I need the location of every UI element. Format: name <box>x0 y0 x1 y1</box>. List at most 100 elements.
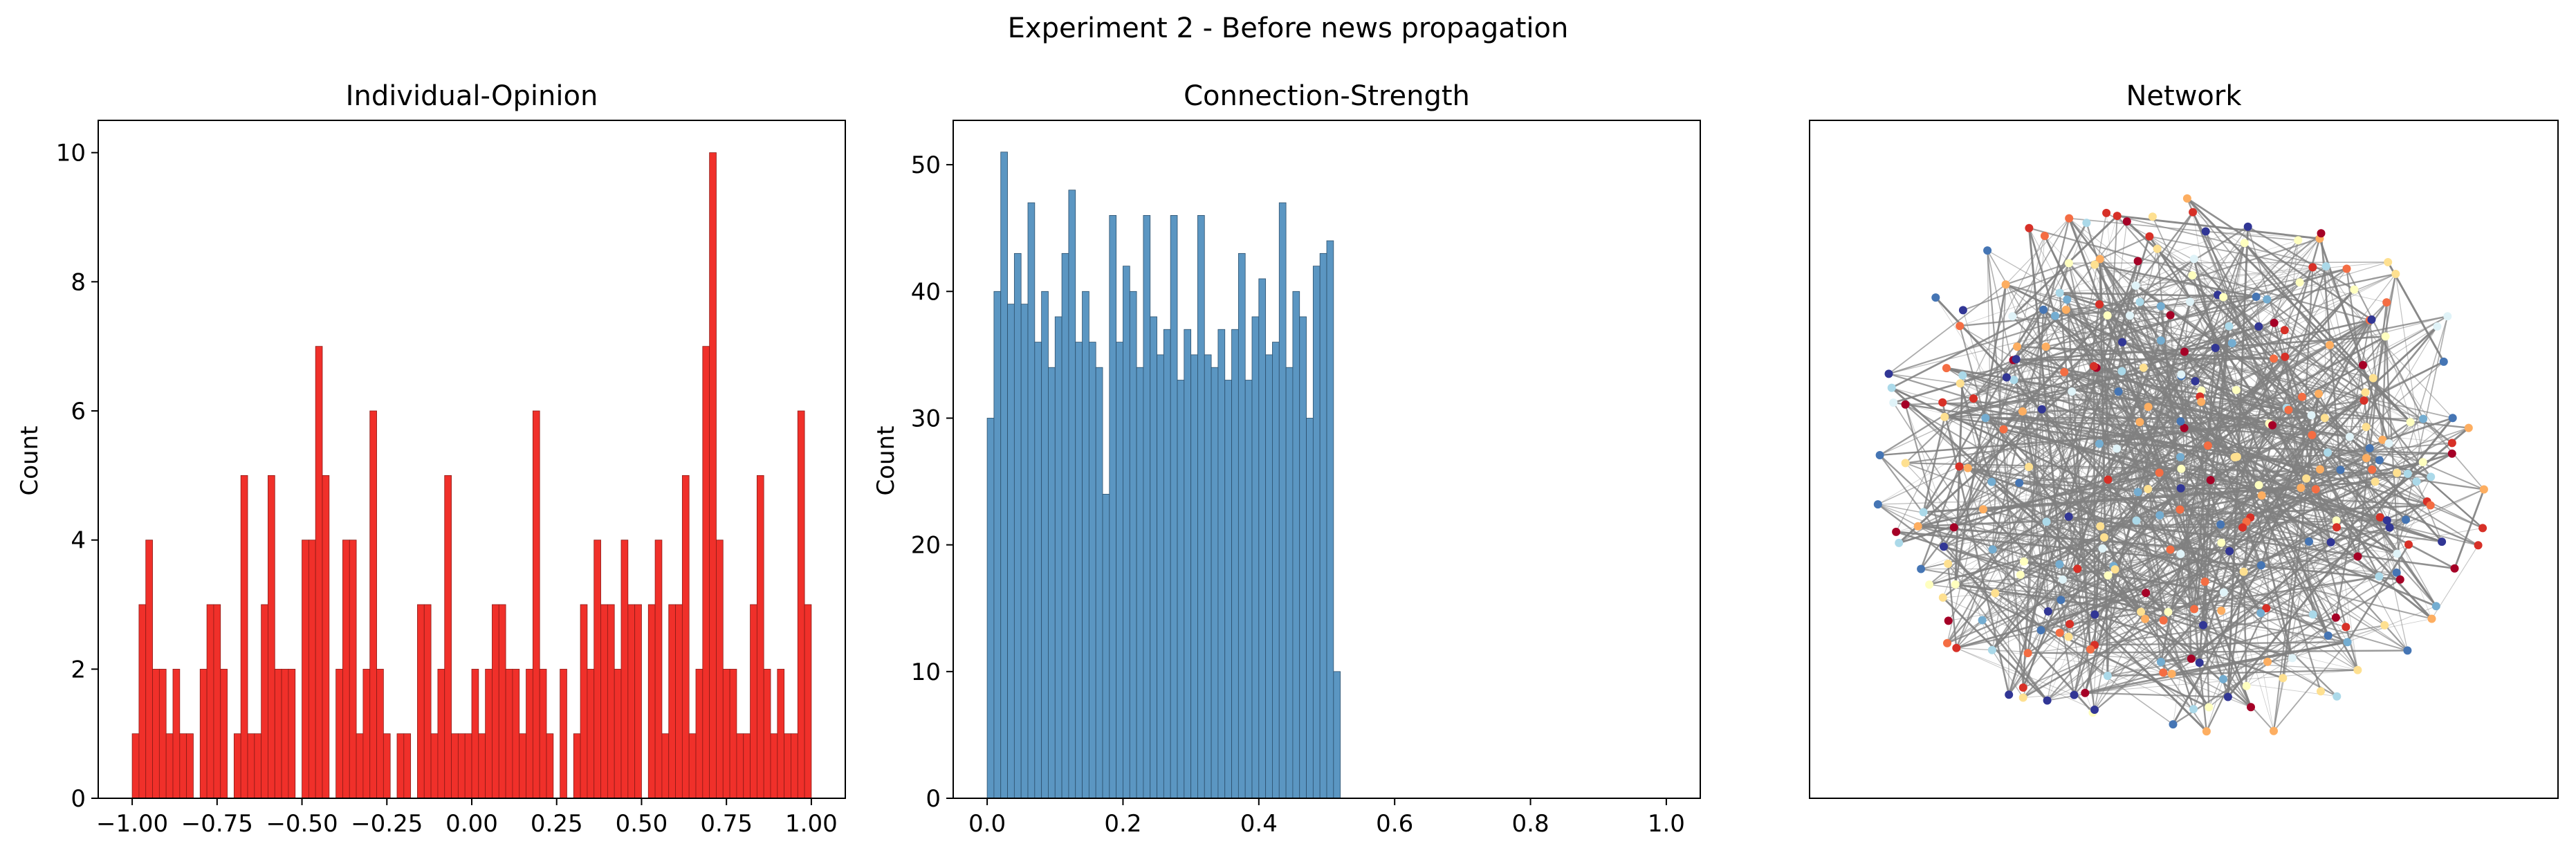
opinion-histogram-bar <box>791 733 798 799</box>
network-edge <box>2373 336 2386 378</box>
strength-histogram-bar <box>1013 252 1022 799</box>
network-edge <box>2117 391 2206 582</box>
network-edge <box>1991 216 2118 650</box>
strength-histogram-bar <box>1020 304 1029 799</box>
network-edge <box>1879 454 2029 654</box>
strength-histogram-bar <box>1285 367 1294 799</box>
network-edge <box>1956 367 2097 649</box>
network-edge <box>2336 481 2417 521</box>
network-node <box>2254 322 2263 331</box>
network-node <box>2368 374 2377 383</box>
network-edge <box>2227 417 2454 698</box>
network-edge <box>2144 618 2210 708</box>
network-node <box>1931 293 1940 302</box>
network-edge <box>1947 563 2048 701</box>
network-node <box>1949 523 1958 532</box>
network-edge <box>2068 218 2303 398</box>
network-node <box>2367 315 2376 324</box>
opinion-histogram-bar <box>288 668 296 799</box>
network-edge <box>2272 425 2437 607</box>
network-edge <box>1991 299 2267 651</box>
network-node <box>2270 726 2278 735</box>
network-node <box>2254 481 2263 490</box>
strength-histogram-title: Connection-Strength <box>1184 80 1470 112</box>
opinion-histogram-bar <box>349 540 357 799</box>
network-edge <box>2135 258 2195 286</box>
network-edge <box>2160 306 2303 398</box>
network-edge <box>2348 320 2371 437</box>
strength-histogram-bar <box>1299 316 1307 799</box>
strength-histogram-bar <box>1204 354 1212 799</box>
network-edge <box>2095 264 2256 298</box>
opinion-histogram-bar <box>158 668 167 799</box>
network-node <box>2068 387 2077 396</box>
network-node <box>2122 217 2131 226</box>
network-node <box>2025 463 2034 471</box>
network-edge <box>2067 299 2196 612</box>
network-node <box>1938 398 1947 407</box>
network-edge <box>1962 375 2069 637</box>
network-edge <box>1877 238 2320 505</box>
network-node <box>1925 580 1934 589</box>
network-edge <box>2005 218 2070 285</box>
network-node <box>2090 362 2098 371</box>
network-node <box>2113 212 2122 221</box>
opinion-histogram-bar <box>152 668 160 799</box>
network-node <box>1944 560 1953 568</box>
network-node <box>1944 616 1953 625</box>
network-edge <box>1943 546 2063 580</box>
network-node <box>2081 688 2090 697</box>
network-node <box>2176 549 2185 558</box>
network-node <box>1901 459 1910 468</box>
strength-histogram-bar <box>1258 278 1267 799</box>
network-node <box>2164 607 2173 616</box>
network-edge <box>2107 555 2358 677</box>
opinion-histogram-bar <box>145 540 153 799</box>
network-node <box>2238 523 2247 532</box>
network-node <box>2433 322 2442 331</box>
network-node <box>2043 696 2052 705</box>
figure-suptitle: Experiment 2 - Before news propagation <box>1008 12 1569 44</box>
network-edge <box>2022 258 2195 688</box>
network-node <box>1951 580 1960 589</box>
network-edge <box>2269 344 2330 424</box>
network-node <box>2043 607 2052 616</box>
network-edge <box>2059 263 2070 293</box>
strength-histogram-bar <box>1244 380 1253 799</box>
network-node <box>2137 607 2146 616</box>
network-node <box>2133 488 2142 497</box>
network-edge <box>1985 351 2185 419</box>
network-edge <box>2099 526 2358 671</box>
network-node <box>2039 305 2048 314</box>
network-edge <box>2195 326 2230 612</box>
network-node <box>2375 456 2384 465</box>
opinion-histogram-bar <box>750 604 757 799</box>
network-edge <box>2047 488 2485 701</box>
strength-histogram-bar <box>1082 291 1089 799</box>
network-node <box>1987 477 1996 486</box>
network-edge <box>1929 536 2105 586</box>
opinion-histogram-bar <box>546 733 554 799</box>
network-node <box>2353 665 2362 674</box>
opinion-histogram-bar <box>172 668 181 799</box>
network-node <box>2018 683 2027 692</box>
network-node <box>2180 423 2189 432</box>
network-node <box>2015 479 2024 488</box>
opinion-histogram-bar <box>539 668 547 799</box>
opinion-histogram-bar <box>308 540 316 799</box>
opinion-histogram-bar <box>186 733 194 799</box>
network-node <box>2041 342 2050 351</box>
network-edge <box>2159 414 2312 516</box>
network-edge <box>2243 571 2247 686</box>
network-node <box>2159 668 2168 677</box>
strength-histogram-bar <box>1041 291 1049 799</box>
network-edge <box>2085 692 2228 698</box>
network-node <box>2380 620 2389 629</box>
network-node <box>2331 613 2340 622</box>
network-edge <box>2386 261 2445 362</box>
opinion-histogram-bar <box>213 604 221 799</box>
network-edge <box>2148 486 2301 490</box>
network-node <box>2110 565 2119 574</box>
network-node <box>2177 464 2186 473</box>
opinion-histogram-bar <box>627 604 636 799</box>
